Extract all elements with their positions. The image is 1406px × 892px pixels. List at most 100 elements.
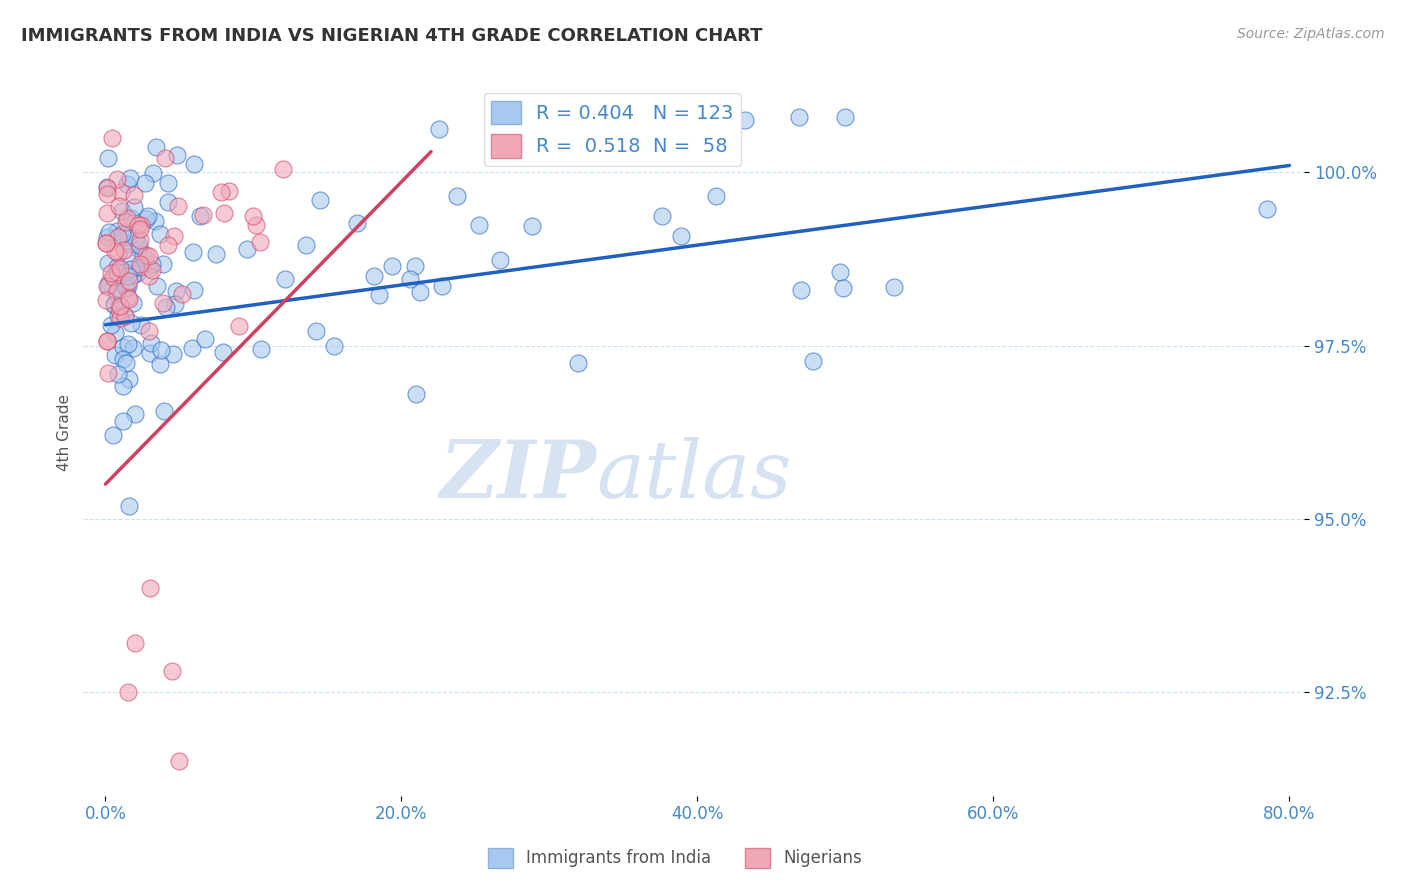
Point [101,428,124,442]
Point [172,286,194,301]
Point [152,296,174,310]
Point [409,285,432,299]
Point [136,209,159,223]
Point [114,281,136,295]
Point [107,245,129,260]
Point [787,110,810,124]
Point [129,260,152,274]
Point [651,209,673,223]
Point [108,262,131,277]
Point [118,372,141,386]
Point [107,265,129,279]
Point [117,278,139,293]
Point [145,140,167,154]
Point [427,121,450,136]
Point [135,248,157,262]
Point [188,210,211,224]
Point [274,271,297,285]
Point [103,244,125,258]
Point [138,346,160,360]
Point [117,290,139,304]
Point [107,367,129,381]
Point [96,334,118,348]
Point [165,297,187,311]
Point [228,318,250,333]
Point [111,340,134,354]
Point [169,754,191,768]
Point [346,216,368,230]
Point [146,279,169,293]
Point [100,318,122,332]
Point [209,185,232,199]
Point [242,209,264,223]
Point [96,180,118,194]
Point [108,310,131,325]
Point [212,345,235,359]
Point [107,310,129,324]
Point [181,245,204,260]
Point [193,332,215,346]
Point [131,318,153,333]
Point [155,151,177,165]
Point [790,283,813,297]
Point [489,252,512,267]
Point [96,279,118,293]
Point [801,353,824,368]
Point [271,161,294,176]
Point [100,266,122,280]
Y-axis label: 4th Grade: 4th Grade [58,393,72,471]
Point [883,280,905,294]
Point [98,276,121,290]
Point [107,224,129,238]
Point [138,269,160,284]
Point [96,334,118,348]
Text: IMMIGRANTS FROM INDIA VS NIGERIAN 4TH GRADE CORRELATION CHART: IMMIGRANTS FROM INDIA VS NIGERIAN 4TH GR… [21,27,762,45]
Point [97,151,120,165]
Point [404,259,426,273]
Point [110,299,132,313]
Point [122,188,145,202]
Point [834,110,856,124]
Point [118,293,141,307]
Point [160,664,183,678]
Point [134,176,156,190]
Point [153,404,176,418]
Point [97,366,120,380]
Point [115,355,138,369]
Point [150,343,173,358]
Point [117,225,139,239]
Point [157,194,180,209]
Point [96,230,118,244]
Point [125,231,148,245]
Point [96,236,118,251]
Point [167,199,190,213]
Point [183,283,205,297]
Point [105,284,128,298]
Point [122,341,145,355]
Point [132,248,155,262]
Point [218,184,240,198]
Point [101,269,124,284]
Point [183,157,205,171]
Point [101,130,124,145]
Point [105,171,128,186]
Point [97,278,120,293]
Point [832,281,855,295]
Point [398,272,420,286]
Point [145,214,167,228]
Point [405,387,427,401]
Point [704,188,727,202]
Point [152,257,174,271]
Point [120,262,142,277]
Point [110,186,132,200]
Point [112,243,135,257]
Point [467,218,489,232]
Point [127,218,149,232]
Text: Source: ZipAtlas.com: Source: ZipAtlas.com [1237,27,1385,41]
Point [115,177,138,191]
Point [114,309,136,323]
Point [163,229,186,244]
Point [117,685,139,699]
Point [118,250,141,264]
Point [139,581,162,595]
